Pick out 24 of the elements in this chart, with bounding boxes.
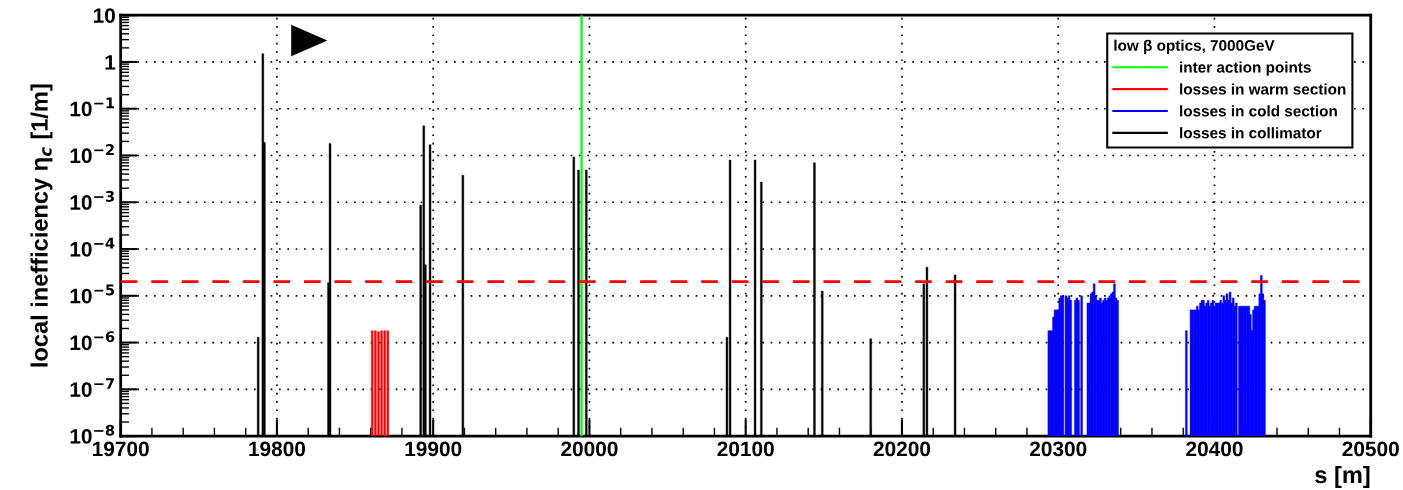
y-tick-label: 10$^{−6}$ (70, 331, 115, 351)
x-tick-label: 20200 (873, 441, 931, 457)
y-tick-label: 10$^{−2}$ (70, 144, 114, 164)
x-axis-title: s [m] (1315, 465, 1370, 488)
y-tick-label: 10 (93, 8, 115, 23)
y-tick-label: 10$^{−3}$ (70, 190, 114, 210)
x-tick-label: 20300 (1029, 441, 1087, 457)
y-axis-title: local inefficiency η$_{c}$ [1/m] (30, 84, 53, 367)
y-tick-label: 10$^{−4}$ (70, 237, 115, 257)
y-tick-label: 10$^{−7}$ (70, 378, 114, 397)
legend-label: losses in warm section (1180, 83, 1346, 95)
x-tick-label: 20000 (561, 441, 618, 457)
legend-label: losses in cold section (1180, 105, 1337, 117)
legend-title: low β optics, 7000GeV (1114, 39, 1275, 54)
legend-label: losses in collimator (1180, 127, 1322, 139)
x-tick-label: 20500 (1342, 441, 1399, 457)
legend-label: inter action points (1180, 61, 1311, 76)
x-tick-label: 19900 (405, 441, 462, 457)
y-tick-label: 10$^{−1}$ (70, 97, 115, 117)
x-tick-label: 20100 (717, 441, 774, 457)
x-tick-label: 20400 (1186, 441, 1243, 457)
x-tick-label: 19800 (249, 441, 306, 457)
y-tick-label: 10$^{−5}$ (70, 284, 115, 304)
y-tick-label: 1 (105, 55, 116, 70)
